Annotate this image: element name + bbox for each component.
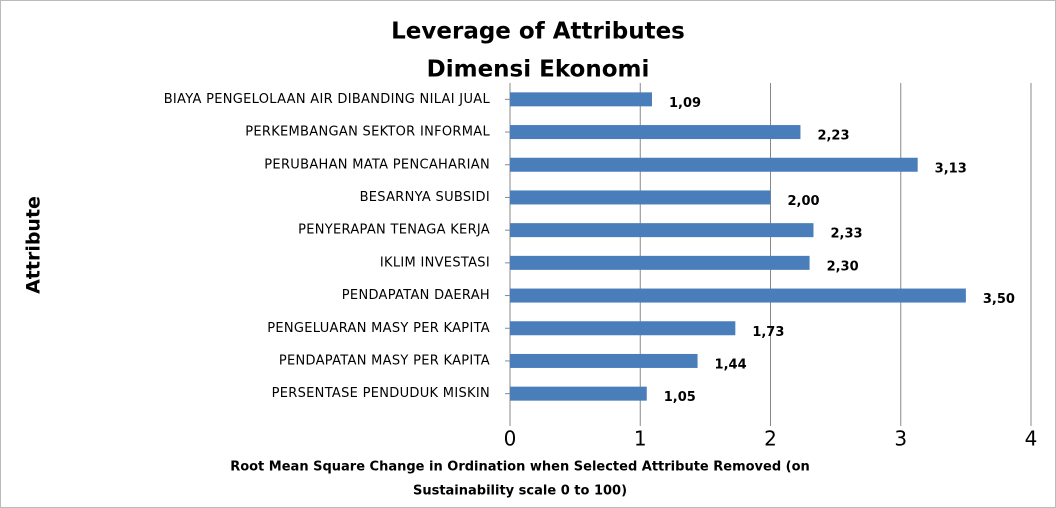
bar — [510, 321, 736, 336]
y-tick-label: PENDAPATAN MASY PER KAPITA — [279, 353, 490, 368]
y-tick-label: PERUBAHAN MATA PENCAHARIAN — [264, 157, 490, 172]
y-tick-label: PENYERAPAN TENAGA KERJA — [298, 223, 490, 238]
bar — [510, 223, 814, 238]
bar — [510, 386, 647, 401]
bar — [510, 157, 918, 172]
data-label: 2,30 — [827, 259, 859, 274]
y-tick-label: PENDAPATAN DAERAH — [342, 288, 490, 303]
data-label: 2,00 — [788, 194, 820, 209]
data-label: 1,73 — [752, 325, 784, 340]
data-label: 3,13 — [935, 161, 967, 176]
y-axis-label: Attribute — [23, 196, 45, 294]
x-axis-label: Root Mean Square Change in Ordination wh… — [230, 460, 810, 475]
bar — [510, 125, 801, 140]
x-axis-label: Sustainability scale 0 to 100) — [413, 484, 627, 499]
bar — [510, 92, 652, 107]
y-tick-label: IKLIM INVESTASI — [380, 255, 490, 270]
data-label: 3,50 — [983, 292, 1015, 307]
y-tick-label: PERSENTASE PENDUDUK MISKIN — [272, 386, 490, 401]
x-tick-label: 3 — [894, 427, 907, 451]
data-label: 2,33 — [830, 227, 862, 242]
bar — [510, 353, 698, 368]
y-tick-label: PERKEMBANGAN SEKTOR INFORMAL — [245, 125, 490, 140]
y-tick-label: BESARNYA SUBSIDI — [360, 190, 490, 205]
bar — [510, 190, 771, 205]
y-tick-label: PENGELUARAN MASY PER KAPITA — [267, 321, 490, 336]
x-tick-label: 4 — [1025, 427, 1038, 451]
data-label: 1,09 — [669, 96, 701, 111]
x-tick-label: 1 — [634, 427, 647, 451]
x-tick-label: 2 — [764, 427, 777, 451]
data-label: 1,44 — [715, 357, 747, 372]
chart-title: Leverage of Attributes — [391, 19, 685, 45]
data-label: 2,23 — [817, 129, 849, 144]
x-tick-label: 0 — [504, 427, 517, 451]
bar — [510, 288, 966, 303]
chart-subtitle: Dimensi Ekonomi — [427, 57, 650, 83]
data-label: 1,05 — [664, 390, 696, 405]
y-tick-label: BIAYA PENGELOLAAN AIR DIBANDING NILAI JU… — [164, 92, 491, 107]
bar — [510, 255, 810, 270]
